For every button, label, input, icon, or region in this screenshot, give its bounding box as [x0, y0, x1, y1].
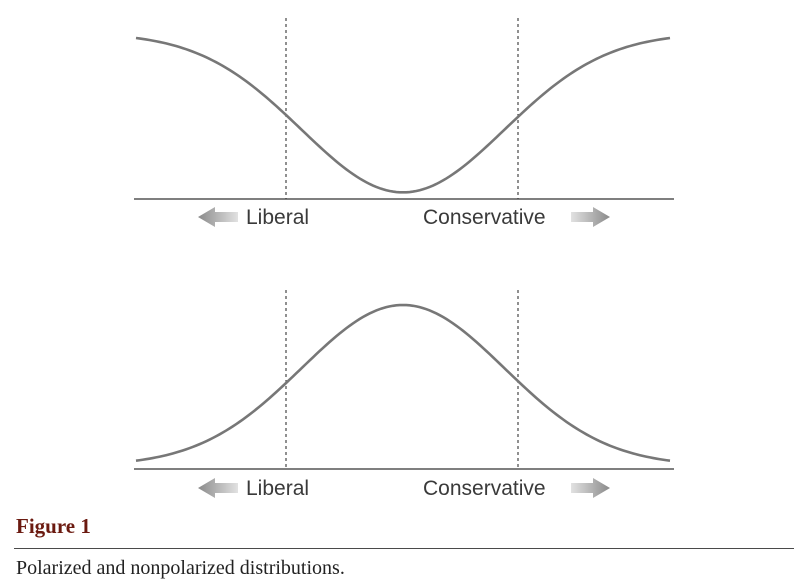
polarized-conservative-label: Conservative: [423, 206, 546, 229]
nonpolarized-liberal-arrow-icon: [198, 478, 238, 498]
figure-label: Figure 1: [16, 514, 91, 538]
nonpolarized-panel: Liberal Conservative: [134, 290, 674, 500]
figure-plot-area: Liberal Conservative Liberal Conservativ…: [134, 18, 674, 500]
polarized-conservative-arrow-icon: [571, 207, 610, 227]
polarized-liberal-arrow-icon: [198, 207, 238, 227]
caption-divider: [14, 548, 794, 549]
nonpolarized-conservative-label: Conservative: [423, 477, 546, 500]
polarized-liberal-label: Liberal: [246, 206, 309, 229]
figure-caption: Polarized and nonpolarized distributions…: [16, 557, 345, 579]
polarized-panel: Liberal Conservative: [134, 18, 674, 229]
polarized-distribution-curve: [135, 36, 671, 194]
nonpolarized-liberal-label: Liberal: [246, 477, 309, 500]
nonpolarized-conservative-arrow-icon: [571, 478, 610, 498]
nonpolarized-distribution-curve: [135, 303, 671, 462]
